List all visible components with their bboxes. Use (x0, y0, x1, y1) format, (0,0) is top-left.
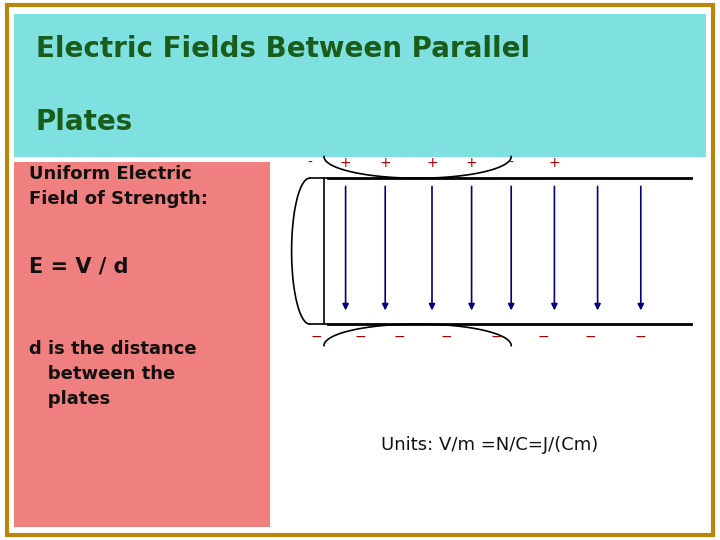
Text: +: + (549, 156, 560, 170)
Text: -: - (509, 156, 513, 170)
Text: Plates: Plates (36, 108, 133, 136)
Text: Uniform Electric
Field of Strength:: Uniform Electric Field of Strength: (29, 165, 207, 208)
Text: −: − (311, 329, 323, 343)
FancyBboxPatch shape (14, 14, 706, 157)
Text: Units: V/m =N/C=J/(Cm): Units: V/m =N/C=J/(Cm) (381, 436, 598, 455)
Text: −: − (354, 329, 366, 343)
Text: −: − (394, 329, 405, 343)
Text: −: − (538, 329, 549, 343)
Text: −: − (585, 329, 596, 343)
FancyBboxPatch shape (14, 162, 270, 526)
Text: d is the distance
   between the
   plates: d is the distance between the plates (29, 340, 197, 408)
Text: +: + (340, 156, 351, 170)
Text: −: − (635, 329, 647, 343)
Text: +: + (466, 156, 477, 170)
Text: +: + (426, 156, 438, 170)
Text: E = V / d: E = V / d (29, 256, 128, 276)
Text: Electric Fields Between Parallel: Electric Fields Between Parallel (36, 35, 530, 63)
Text: -: - (307, 156, 312, 170)
Text: −: − (491, 329, 503, 343)
Text: +: + (379, 156, 391, 170)
Text: −: − (441, 329, 452, 343)
